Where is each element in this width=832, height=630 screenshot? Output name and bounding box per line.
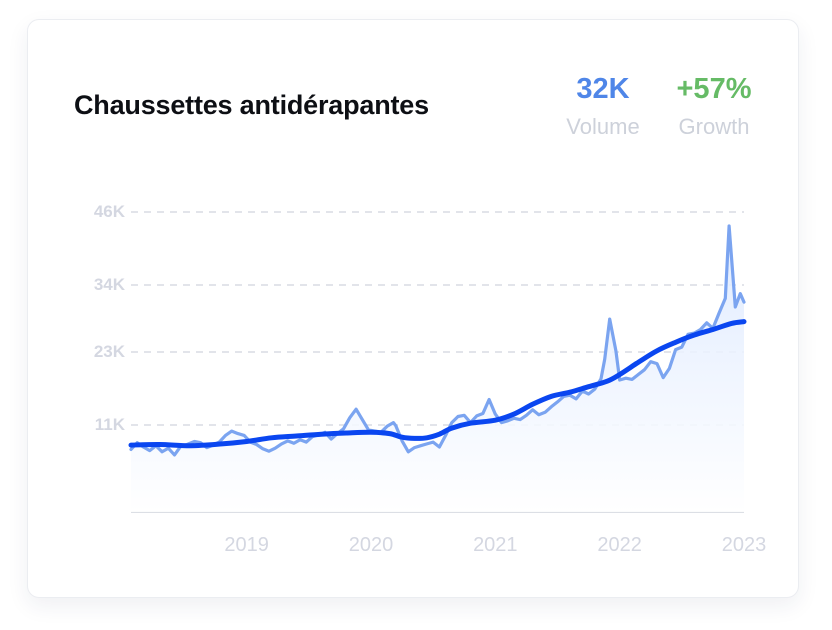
volume-metric: 32K Volume bbox=[558, 72, 648, 142]
volume-label: Volume bbox=[566, 114, 640, 139]
volume-area bbox=[131, 226, 744, 512]
raw-volume-line bbox=[129, 224, 746, 457]
volume-value: 32K bbox=[576, 73, 630, 105]
growth-label: Growth bbox=[678, 114, 750, 139]
x-tick-label-4: 2023 bbox=[722, 534, 767, 556]
y-tick-label-0: 11K bbox=[95, 415, 126, 434]
trend-line bbox=[128, 319, 747, 449]
x-tick-label-2: 2021 bbox=[473, 534, 518, 556]
x-tick-label-0: 2019 bbox=[224, 534, 269, 556]
trend-card: Chaussettes antidérapantes 32K Volume +5… bbox=[27, 19, 799, 598]
card-title: Chaussettes antidérapantes bbox=[74, 90, 429, 120]
x-axis: 2019 2020 2021 2022 2023 bbox=[224, 534, 766, 556]
y-tick-label-2: 34K bbox=[94, 275, 126, 294]
y-tick-label-1: 23K bbox=[94, 342, 126, 361]
y-axis: 11K 23K 34K 46K bbox=[94, 202, 126, 434]
x-tick-label-1: 2020 bbox=[349, 534, 394, 556]
growth-metric: +57% Growth bbox=[664, 72, 764, 142]
volume-chart: 11K 23K 34K 46K 2019 2020 2021 2022 2023 bbox=[94, 202, 766, 556]
series-layer bbox=[128, 224, 747, 512]
x-tick-label-3: 2022 bbox=[597, 534, 642, 556]
growth-value: +57% bbox=[676, 73, 752, 105]
y-tick-label-3: 46K bbox=[94, 202, 126, 221]
